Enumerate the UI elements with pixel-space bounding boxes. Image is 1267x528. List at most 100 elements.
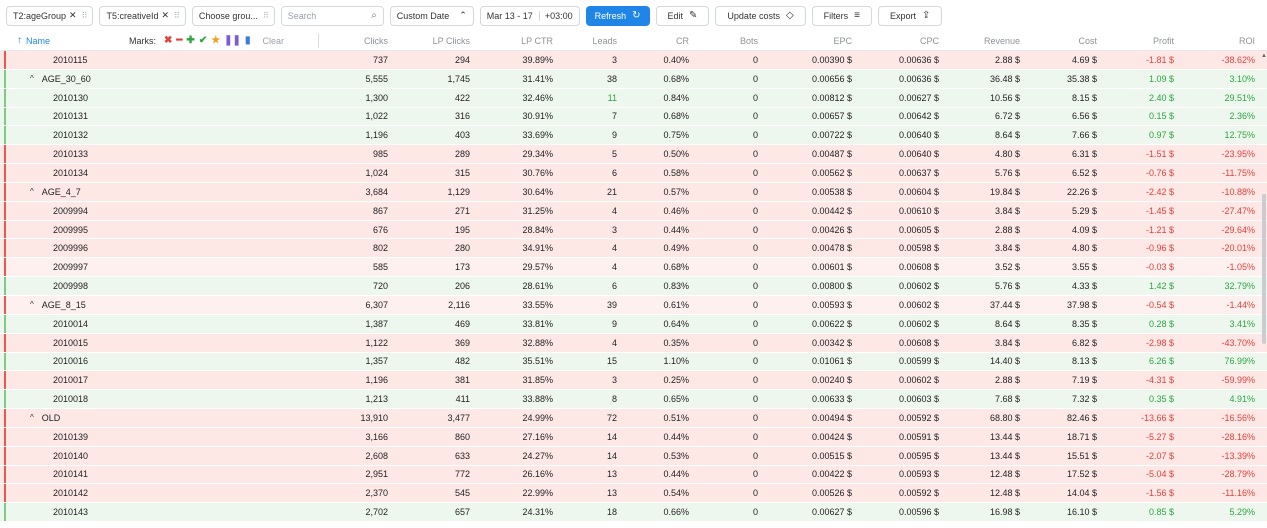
cell-profit: 0.28 $ bbox=[1148, 318, 1174, 329]
table-row[interactable]: 2010139 3,166 860 27.16% 14 0.44% 0 0.00424 $ 0.… bbox=[0, 427, 1267, 447]
scrollbar-thumb[interactable] bbox=[1262, 194, 1266, 344]
cell-lp-clicks: 633 bbox=[454, 450, 470, 461]
table-row[interactable]: 2010130 1,300 422 32.46% 11 0.84% 0 0.00812 $ 0.… bbox=[0, 88, 1267, 108]
cell-revenue: 19.84 $ bbox=[989, 186, 1020, 197]
table-row[interactable]: 2010131 1,022 316 30.91% 7 0.68% 0 0.00657 $ 0.0… bbox=[0, 107, 1267, 127]
cell-cr: 0.66% bbox=[663, 507, 689, 518]
cell-roi: -38.62% bbox=[1221, 54, 1255, 65]
column-header-leads[interactable]: Leads bbox=[592, 35, 617, 46]
table-row[interactable]: 2010142 2,370 545 22.99% 13 0.54% 0 0.00526 $ 0.… bbox=[0, 484, 1267, 504]
date-range-picker[interactable]: Mar 13 - 17 +03:00 bbox=[479, 5, 580, 26]
column-header-lp-clicks[interactable]: LP Clicks bbox=[432, 35, 470, 46]
table-row[interactable]: 2009997 585 173 29.57% 4 0.68% 0 0.00601 $ 0.006… bbox=[0, 258, 1267, 278]
row-name: 2009995 bbox=[53, 224, 89, 235]
sort-name[interactable]: ↑ Name bbox=[17, 35, 50, 46]
vertical-scrollbar[interactable]: ▲ bbox=[1261, 51, 1267, 528]
search-input[interactable]: Search ⌕ bbox=[280, 5, 384, 26]
table-row[interactable]: 2010017 1,196 381 31.85% 3 0.25% 0 0.00240 $ 0.0… bbox=[0, 371, 1267, 391]
group-row[interactable]: ^ AGE_4_7 3,684 1,129 30.64% 21 0.57% 0 0.00538 … bbox=[0, 182, 1267, 202]
cell-cpc: 0.00603 $ bbox=[898, 394, 939, 405]
cell-epc: 0.00424 $ bbox=[811, 431, 852, 442]
star-mark-icon[interactable]: ★ bbox=[211, 35, 221, 46]
cell-clicks: 1,357 bbox=[365, 356, 388, 367]
group-row[interactable]: ^ AGE_8_15 6,307 2,116 33.55% 39 0.61% 0 0.00593… bbox=[0, 295, 1267, 315]
cell-profit: 0.35 $ bbox=[1148, 394, 1174, 405]
filters-button[interactable]: Filters ≡ bbox=[811, 5, 872, 26]
collapse-caret-icon[interactable]: ^ bbox=[30, 300, 34, 310]
close-icon[interactable]: ✕ bbox=[69, 10, 77, 20]
refresh-button[interactable]: Refresh ↻ bbox=[585, 5, 650, 26]
update-costs-button[interactable]: Update costs ◇ bbox=[715, 5, 806, 26]
column-header-name[interactable]: ↑ Name Marks: ✖ ━ ✚ ✔ ★ ❚❚ ▮ Clear bbox=[0, 31, 320, 50]
column-header-bots[interactable]: Bots bbox=[739, 35, 758, 46]
row-name: 2010014 bbox=[53, 318, 89, 329]
cell-name: 2010134 bbox=[0, 164, 320, 182]
column-header-clicks[interactable]: Clicks bbox=[364, 35, 388, 46]
cell-leads: 3 bbox=[611, 54, 617, 65]
cell-cr: 0.44% bbox=[663, 224, 689, 235]
column-header-lp-ctr[interactable]: LP CTR bbox=[521, 35, 553, 46]
column-header-revenue[interactable]: Revenue bbox=[983, 35, 1020, 46]
plus-mark-icon[interactable]: ✚ bbox=[186, 35, 195, 46]
table-row[interactable]: 2010018 1,213 411 33.88% 8 0.65% 0 0.00633 $ 0.0… bbox=[0, 390, 1267, 410]
close-icon[interactable]: ✕ bbox=[161, 10, 170, 20]
table-row[interactable]: 2009998 720 206 28.61% 6 0.83% 0 0.00800 $ 0.006… bbox=[0, 277, 1267, 296]
drag-handle-icon[interactable]: ⠿ bbox=[81, 11, 88, 20]
drag-handle-icon[interactable]: ⠿ bbox=[262, 11, 269, 20]
collapse-caret-icon[interactable]: ^ bbox=[30, 187, 34, 197]
table-row[interactable]: 2010133 985 289 29.34% 5 0.50% 0 0.00487 $ 0.006… bbox=[0, 145, 1267, 165]
trash-icon[interactable]: ▮ bbox=[244, 35, 251, 46]
cell-bots: 0 bbox=[752, 262, 758, 273]
name-header-label: Name bbox=[26, 35, 51, 46]
cell-cost: 8.35 $ bbox=[1071, 318, 1097, 329]
cell-profit: 0.85 $ bbox=[1148, 507, 1174, 518]
cell-lp-clicks: 294 bbox=[454, 54, 470, 65]
table-row[interactable]: 2010141 2,951 772 26.16% 13 0.44% 0 0.00422 $ 0.… bbox=[0, 465, 1267, 485]
column-header-roi[interactable]: ROI bbox=[1238, 35, 1255, 46]
column-header-cr[interactable]: CR bbox=[676, 35, 689, 46]
edit-button[interactable]: Edit ✎ bbox=[655, 5, 710, 26]
group-chip-agegroup[interactable]: T2:ageGroup ✕ ⠿ bbox=[6, 5, 94, 26]
cell-name: 2010115 bbox=[0, 51, 320, 69]
scroll-up-icon[interactable]: ▲ bbox=[1261, 53, 1267, 59]
cell-epc: 0.00487 $ bbox=[811, 149, 852, 160]
cell-name: 2009995 bbox=[0, 221, 320, 239]
date-preset-select[interactable]: Custom Date ⌃ bbox=[389, 5, 474, 26]
table-row[interactable]: 2010014 1,387 469 33.81% 9 0.64% 0 0.00622 $ 0.0… bbox=[0, 314, 1267, 334]
choose-group-select[interactable]: Choose grou... ⠿ bbox=[191, 5, 275, 26]
cell-leads: 14 bbox=[606, 450, 617, 461]
pause-mark-icon[interactable]: ❚❚ bbox=[224, 35, 241, 46]
table-row[interactable]: 2010143 2,702 657 24.31% 18 0.66% 0 0.00627 $ 0.… bbox=[0, 503, 1267, 523]
minus-mark-icon[interactable]: ━ bbox=[176, 35, 183, 46]
group-row[interactable]: ^ OLD 13,910 3,477 24.99% 72 0.51% 0 0.00494 $ 0.… bbox=[0, 409, 1267, 428]
export-button[interactable]: Export ⇪ bbox=[878, 5, 943, 26]
cell-name: ^ OLD bbox=[0, 409, 320, 427]
column-header-epc[interactable]: EPC bbox=[833, 35, 852, 46]
cell-bots: 0 bbox=[752, 224, 758, 235]
check-mark-icon[interactable]: ✔ bbox=[198, 35, 208, 46]
table-row[interactable]: 2010115 737 294 39.89% 3 0.40% 0 0.00390 $ 0.006… bbox=[0, 51, 1267, 70]
cross-mark-icon[interactable]: ✖ bbox=[164, 35, 173, 46]
row-name: 2010130 bbox=[53, 92, 89, 103]
table-row[interactable]: 2010132 1,196 403 33.69% 9 0.75% 0 0.00722 $ 0.0… bbox=[0, 126, 1267, 146]
table-row[interactable]: 2010015 1,122 369 32.88% 4 0.35% 0 0.00342 $ 0.0… bbox=[0, 333, 1267, 353]
table-row[interactable]: 2010134 1,024 315 30.76% 6 0.58% 0 0.00562 $ 0.0… bbox=[0, 164, 1267, 183]
table-row[interactable]: 2010140 2,608 633 24.27% 14 0.53% 0 0.00515 $ 0.… bbox=[0, 446, 1267, 466]
table-row[interactable]: 2009994 867 271 31.25% 4 0.46% 0 0.00442 $ 0.006… bbox=[0, 201, 1267, 221]
column-header-cpc[interactable]: CPC bbox=[919, 35, 939, 46]
table-row[interactable]: 2009995 676 195 28.84% 3 0.44% 0 0.00426 $ 0.006… bbox=[0, 220, 1267, 240]
column-header-cost[interactable]: Cost bbox=[1078, 35, 1097, 46]
table-row[interactable]: 2010016 1,357 482 35.51% 15 1.10% 0 0.01061 $ 0.… bbox=[0, 352, 1267, 372]
column-header-profit[interactable]: Profit bbox=[1152, 35, 1174, 46]
table-row[interactable]: 2009996 802 280 34.91% 4 0.49% 0 0.00478 $ 0.005… bbox=[0, 239, 1267, 259]
cell-leads: 5 bbox=[611, 149, 617, 160]
clear-marks-button[interactable]: Clear bbox=[262, 35, 284, 46]
cell-revenue: 13.44 $ bbox=[989, 431, 1020, 442]
cell-lp-ctr: 31.41% bbox=[522, 73, 553, 84]
group-chip-creativeid[interactable]: T5:creativeId ✕ ⠿ bbox=[99, 5, 186, 26]
drag-handle-icon[interactable]: ⠿ bbox=[174, 11, 180, 20]
collapse-caret-icon[interactable]: ^ bbox=[30, 74, 34, 84]
group-row[interactable]: ^ AGE_30_60 5,555 1,745 31.41% 38 0.68% 0 0.0065… bbox=[0, 69, 1267, 89]
cell-roi: -10.88% bbox=[1221, 186, 1255, 197]
collapse-caret-icon[interactable]: ^ bbox=[30, 413, 34, 423]
